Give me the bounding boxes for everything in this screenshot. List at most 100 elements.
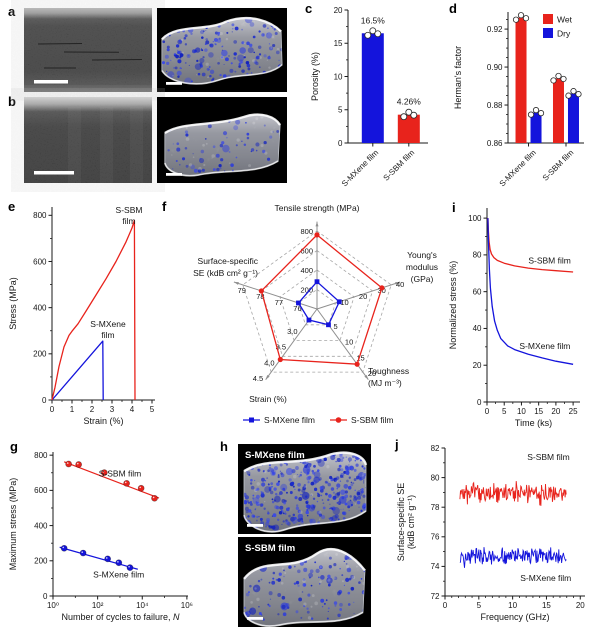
svg-text:10: 10 (334, 72, 343, 81)
tomography-3d-image-h-ssbm: S-SBM film (238, 537, 371, 627)
bar (530, 112, 542, 143)
radar-axis-title: (GPa) (411, 274, 434, 284)
svg-text:5: 5 (477, 601, 482, 610)
svg-text:15: 15 (334, 39, 343, 48)
series-annotation: S-SBM (116, 205, 143, 215)
shielding-frequency-chart: 72 74 76 78 80 82 0 5 10 15 20 Surface-specific SE(… (396, 444, 585, 622)
series-line (51, 219, 136, 401)
svg-text:5: 5 (150, 405, 155, 414)
data-point-circle (560, 75, 567, 83)
radar-tick-label: 10 (345, 338, 353, 347)
panel-label-f: f (162, 199, 167, 214)
data-point-circle (410, 111, 418, 119)
radar-tick-label: 3.5 (276, 343, 286, 352)
svg-text:10: 10 (517, 407, 526, 416)
axis-arrow (265, 374, 270, 380)
svg-text:600: 600 (34, 486, 48, 495)
data-point-circle (527, 111, 535, 118)
legend-label: S-SBM film (351, 415, 394, 425)
scale-bar (34, 171, 74, 175)
x-axis-label: Strain (%) (83, 416, 123, 426)
y-axis-label: (kdB cm² g⁻¹) (406, 495, 416, 549)
series-annotation: film (122, 216, 135, 226)
sem-cross-section-image-b (24, 97, 152, 183)
data-point (379, 285, 385, 291)
data-point (306, 317, 312, 323)
y-axis-label: Stress (MPa) (8, 277, 18, 330)
image-label: S-MXene film (245, 450, 305, 461)
data-point (277, 356, 283, 363)
radar-tick-label: 200 (300, 286, 313, 295)
radar-axis-title: Surface-specific (198, 256, 259, 266)
svg-text:800: 800 (33, 211, 47, 220)
sem-cross-section-image-a (24, 8, 152, 92)
panel-label-j: j (395, 437, 399, 452)
data-point (326, 322, 331, 328)
panel-label-c: c (305, 1, 313, 16)
data-point-circle (512, 16, 520, 23)
radar-ring (260, 250, 374, 357)
svg-text:0.86: 0.86 (487, 139, 503, 148)
series-annotation: S-MXene film (93, 570, 144, 580)
svg-text:10⁰: 10⁰ (47, 601, 59, 610)
radar-axis-title: SE (kdB cm² g⁻¹) (193, 268, 258, 278)
svg-text:4: 4 (130, 405, 135, 414)
category-label: S-SBM film (541, 148, 576, 183)
svg-text:78: 78 (431, 503, 440, 512)
svg-text:200: 200 (34, 557, 48, 566)
radar-tick-label: 79 (238, 286, 246, 295)
data-point (258, 288, 264, 294)
radar-tick-label: 76 (293, 304, 301, 313)
x-axis-label: Time (ks) (515, 418, 552, 428)
series-annotation: S-SBM film (528, 255, 571, 265)
data-point (60, 544, 68, 552)
radar-tick-label: 600 (300, 247, 313, 256)
series-annotation: S-MXene film (519, 341, 570, 351)
data-point (104, 555, 112, 563)
svg-text:74: 74 (431, 562, 440, 571)
top-sheet-highlight (164, 113, 282, 135)
data-point (100, 469, 108, 476)
panel-label-b: b (8, 94, 16, 109)
top-sheet-highlight (243, 451, 368, 473)
axes: 72 74 76 78 80 82 0 5 10 15 20 Surface-specific SE(… (396, 444, 585, 622)
data-point-circle (517, 12, 525, 19)
legend-label: Dry (557, 29, 571, 39)
stress-relaxation-chart: 0 20 40 60 80 100 0 5 10 15 20 25 Normalized stress … (448, 208, 580, 428)
bar (397, 114, 420, 143)
svg-text:5: 5 (338, 106, 343, 115)
legend-label: Wet (557, 15, 573, 25)
svg-text:80: 80 (431, 473, 440, 482)
axes: 0.86 0.88 0.90 0.92 Herman's factor (453, 12, 584, 148)
svg-text:15: 15 (542, 601, 551, 610)
radar-tick-label: 3.0 (287, 327, 297, 336)
radar-tick-label: 5 (333, 322, 337, 331)
panel-label-d: d (449, 1, 457, 16)
radar-axis (316, 281, 401, 310)
radar-tick-label: 40 (396, 280, 404, 289)
data-point-circle (405, 108, 413, 116)
series-annotation: S-MXene (90, 319, 126, 329)
radar-tick-label: 20 (359, 292, 367, 301)
radar-axis (316, 308, 369, 380)
svg-text:82: 82 (431, 444, 440, 453)
data-point-circle (369, 27, 377, 35)
svg-text:0.90: 0.90 (487, 63, 503, 72)
bar-value-label: 4.26% (397, 97, 422, 107)
axes: 0 200 400 600 800 0 1 2 3 4 5 Stress (MPa) Strain (%… (8, 207, 155, 426)
svg-text:0: 0 (50, 405, 55, 414)
svg-text:10: 10 (508, 601, 517, 610)
radar-tick-label: 77 (275, 298, 283, 307)
panel-label-h: h (220, 439, 228, 454)
data-point (151, 494, 158, 502)
image-label: S-SBM film (245, 543, 295, 554)
stress-strain-chart: 0 200 400 600 800 0 1 2 3 4 5 Stress (MPa) Strain (%… (8, 205, 155, 426)
series-annotation: S-SBM film (99, 469, 142, 479)
category-label: S-SBM film (382, 148, 417, 183)
panel-label-g: g (10, 439, 18, 454)
scale-bar (166, 173, 182, 176)
fatigue-cycles-chart: 0 200 400 600 800 10⁰ 10² 10⁴ 10⁶ Maximum stress … (8, 451, 193, 622)
svg-text:0: 0 (43, 592, 48, 601)
radar-axis-title: (MJ m⁻³) (368, 378, 402, 388)
data-point (65, 460, 72, 468)
